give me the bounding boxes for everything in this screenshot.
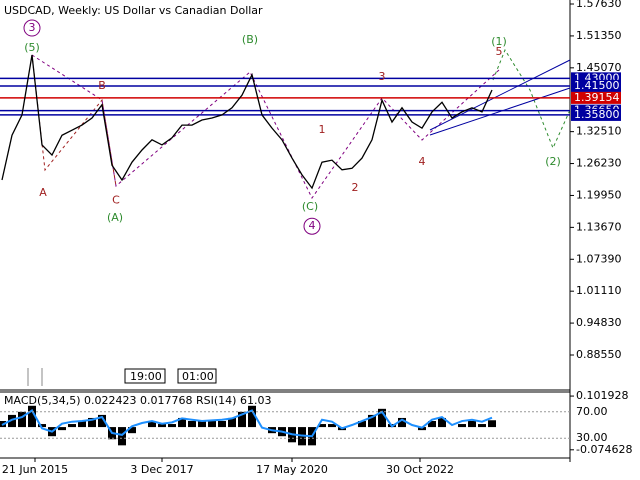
macd-bar bbox=[28, 405, 36, 428]
macd-bar bbox=[248, 405, 256, 428]
macd-bar bbox=[238, 411, 246, 428]
macd-tick-label: -0.074628 bbox=[576, 443, 632, 456]
y-tick-label: 1.19950 bbox=[576, 188, 622, 201]
y-tick-label: 1.13670 bbox=[576, 220, 622, 233]
y-tick-label: 1.45070 bbox=[576, 61, 622, 74]
macd-bar bbox=[88, 417, 96, 428]
y-tick-label: 1.26230 bbox=[576, 157, 622, 170]
macd-bar bbox=[398, 417, 406, 428]
macd-bar bbox=[468, 420, 476, 428]
macd-bar bbox=[458, 424, 466, 428]
macd-bar bbox=[8, 414, 16, 428]
wave-label: 3 bbox=[379, 70, 386, 83]
macd-bar bbox=[58, 427, 66, 431]
chart-title: USDCAD, Weekly: US Dollar vs Canadian Do… bbox=[4, 4, 263, 17]
wave-label: 2 bbox=[352, 181, 359, 194]
wave-label: A bbox=[39, 186, 47, 199]
wave-label: (B) bbox=[242, 33, 258, 46]
x-tick-label: 3 Dec 2017 bbox=[130, 463, 193, 476]
price-line bbox=[1, 54, 493, 190]
wave-label: 4 bbox=[309, 219, 316, 232]
macd-bar bbox=[328, 424, 336, 428]
macd-bar bbox=[18, 411, 26, 428]
macd-bar bbox=[478, 424, 486, 428]
wave-label: (A) bbox=[107, 211, 123, 224]
y-tick-label: 1.01110 bbox=[576, 284, 622, 297]
macd-bar bbox=[38, 424, 46, 428]
macd-bar bbox=[198, 420, 206, 428]
macd-bar bbox=[208, 420, 216, 428]
macd-bar bbox=[68, 424, 76, 428]
level-box bbox=[571, 79, 621, 92]
wave-circle bbox=[303, 217, 321, 235]
macd-bar bbox=[78, 420, 86, 428]
trend-line bbox=[429, 87, 571, 136]
rsi-line bbox=[1, 409, 493, 438]
macd-bar bbox=[128, 427, 136, 434]
x-tick-label: 17 May 2020 bbox=[256, 463, 328, 476]
y-tick-label: 1.57630 bbox=[576, 0, 622, 10]
wave-label: (C) bbox=[302, 200, 318, 213]
x-tick-label: 30 Oct 2022 bbox=[386, 463, 454, 476]
wave-label: 5 bbox=[496, 45, 503, 58]
macd-bar bbox=[188, 420, 196, 428]
rsi-tick-label: 70.00 bbox=[576, 405, 608, 418]
wave-label: 1 bbox=[319, 123, 326, 136]
macd-bar bbox=[178, 417, 186, 428]
macd-bar bbox=[148, 420, 156, 428]
macd-bar bbox=[428, 420, 436, 428]
level-box bbox=[571, 91, 621, 104]
y-tick-label: 0.88550 bbox=[576, 348, 622, 361]
level-label: 1.39154 bbox=[574, 91, 620, 104]
macd-tick-label: 0.101928 bbox=[576, 389, 629, 402]
session-label: 19:00 bbox=[130, 370, 162, 383]
y-tick-label: 1.07390 bbox=[576, 252, 622, 265]
wave-label: C bbox=[112, 193, 120, 206]
trend-line bbox=[429, 59, 571, 131]
wave-label: 4 bbox=[419, 155, 426, 168]
macd-bar bbox=[158, 424, 166, 428]
y-tick-label: 1.51350 bbox=[576, 29, 622, 42]
macd-bar bbox=[438, 417, 446, 428]
wave-label: (2) bbox=[545, 155, 561, 168]
indicator-title: MACD(5,34,5) 0.022423 0.017768 RSI(14) 6… bbox=[4, 394, 271, 407]
macd-bar bbox=[228, 417, 236, 428]
forecast-path bbox=[492, 48, 571, 150]
wave-label: 3 bbox=[29, 21, 36, 34]
wave-label: (5) bbox=[24, 41, 40, 54]
macd-bar bbox=[488, 420, 496, 428]
macd-bar bbox=[358, 420, 366, 428]
macd-bar bbox=[118, 427, 126, 446]
macd-bar bbox=[218, 420, 226, 428]
macd-bar bbox=[378, 408, 386, 428]
session-box bbox=[124, 368, 166, 384]
session-label: 01:00 bbox=[182, 370, 214, 383]
session-box bbox=[177, 368, 217, 384]
y-tick-label: 0.94830 bbox=[576, 316, 622, 329]
macd-bar bbox=[168, 424, 176, 428]
macd-bar bbox=[98, 414, 106, 428]
macd-bar bbox=[318, 424, 326, 428]
wave-label: (1) bbox=[491, 35, 507, 48]
wave-circle bbox=[23, 19, 41, 37]
level-label: 1.35800 bbox=[574, 108, 620, 121]
x-tick-label: 21 Jun 2015 bbox=[2, 463, 68, 476]
level-label: 1.41500 bbox=[574, 79, 620, 92]
macd-bar bbox=[368, 414, 376, 428]
rsi-tick-label: 30.00 bbox=[576, 431, 608, 444]
wave-label: B bbox=[98, 79, 106, 92]
y-tick-label: 1.32510 bbox=[576, 125, 622, 138]
level-box bbox=[571, 108, 621, 121]
